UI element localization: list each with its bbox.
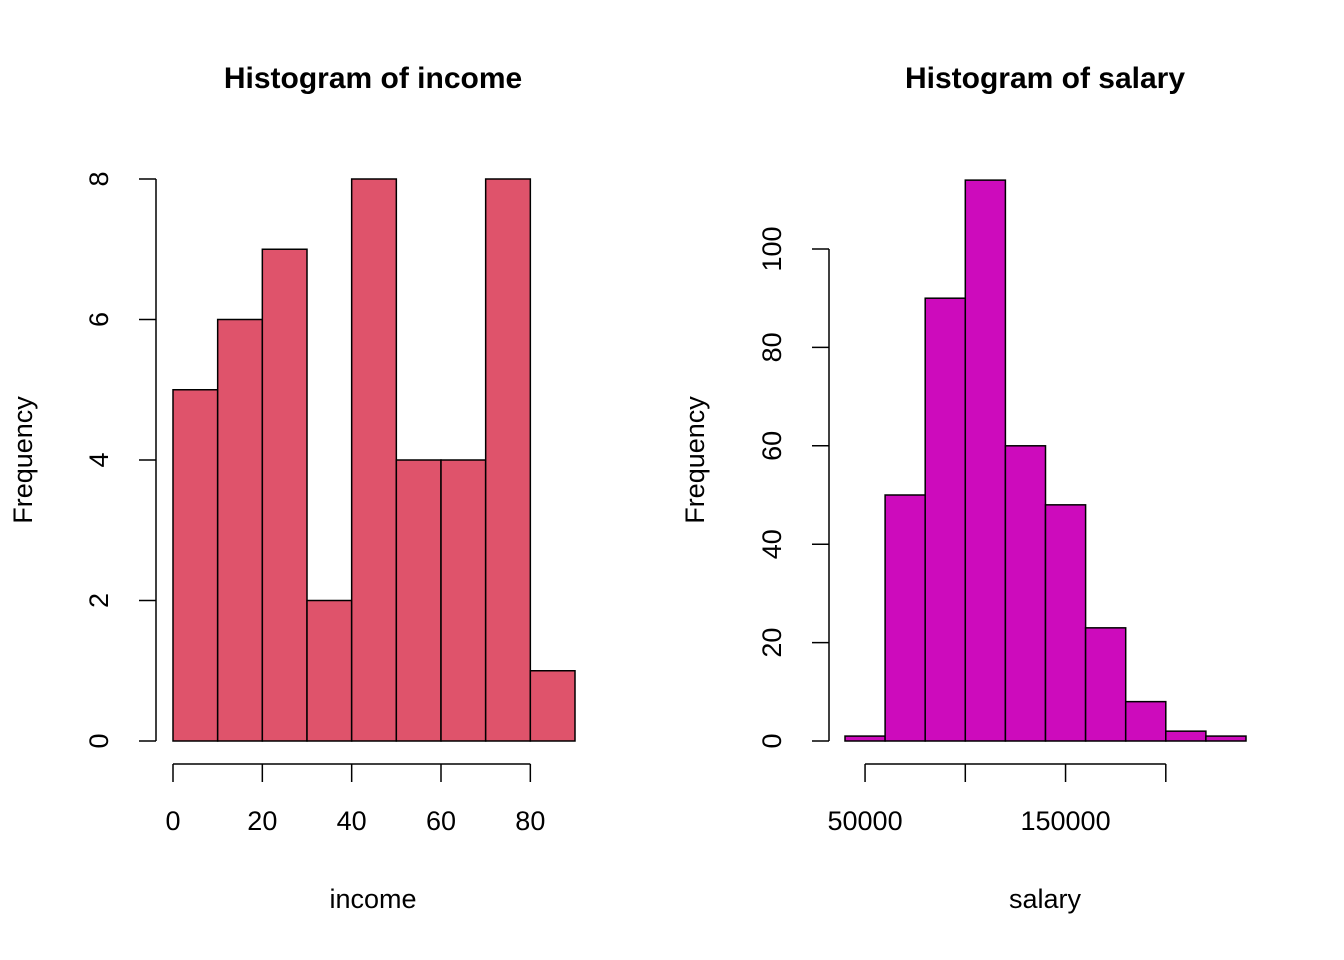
x-tick-label: 40	[337, 806, 367, 836]
y-tick-label: 0	[757, 733, 787, 748]
x-tick-label: 80	[515, 806, 545, 836]
bar	[484, 178, 532, 742]
x-tick-label: 20	[247, 806, 277, 836]
bar	[924, 297, 967, 742]
x-axis-label: salary	[1009, 884, 1082, 914]
bar	[1205, 735, 1247, 742]
bar	[440, 459, 487, 742]
x-axis-label: income	[329, 884, 416, 914]
y-tick-label: 20	[757, 628, 787, 658]
bar	[844, 735, 886, 742]
bar	[1004, 445, 1047, 742]
chart-title: Histogram of salary	[905, 62, 1185, 95]
bar	[395, 459, 442, 742]
bar	[1165, 730, 1207, 742]
y-tick-label: 80	[757, 332, 787, 362]
chart-title: Histogram of income	[224, 62, 522, 95]
x-tick-label: 60	[426, 806, 456, 836]
y-tick-label: 6	[84, 312, 114, 327]
x-tick-label: 0	[165, 806, 180, 836]
bar	[1124, 700, 1167, 742]
y-tick-label: 100	[757, 226, 787, 271]
y-tick-label: 2	[84, 593, 114, 608]
y-tick-label: 4	[84, 452, 114, 467]
bar	[964, 179, 1007, 742]
y-axis-label: Frequency	[680, 396, 710, 524]
bar	[216, 318, 264, 742]
bar	[350, 178, 398, 742]
y-axis-label: Frequency	[8, 396, 38, 524]
bar	[172, 389, 219, 742]
bar	[306, 599, 353, 742]
bar	[529, 670, 576, 742]
y-tick-label: 8	[84, 171, 114, 186]
bar	[1044, 504, 1087, 742]
x-tick-label: 150000	[1020, 806, 1110, 836]
bar	[1084, 627, 1127, 742]
y-tick-label: 0	[84, 733, 114, 748]
x-tick-label: 50000	[828, 806, 903, 836]
y-tick-label: 40	[757, 529, 787, 559]
bar	[884, 494, 926, 742]
bar	[261, 248, 308, 742]
y-tick-label: 60	[757, 431, 787, 461]
